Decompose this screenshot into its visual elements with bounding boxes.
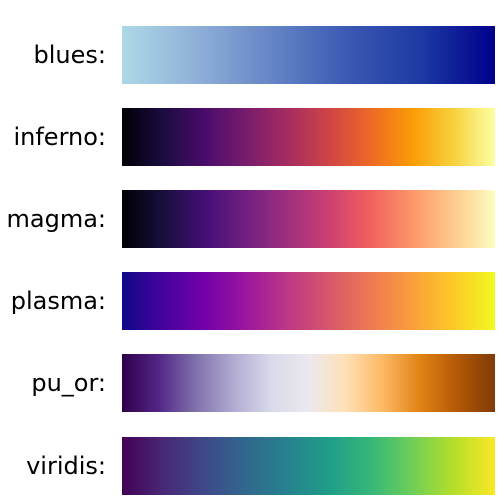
colormap-label: plasma: <box>10 287 106 315</box>
colormap-gradient-bar <box>122 272 495 330</box>
colormap-row-pu-or: pu_or: <box>0 354 500 412</box>
colormap-label: pu_or: <box>31 369 106 397</box>
colormap-row-inferno: inferno: <box>0 108 500 166</box>
colormap-label: viridis: <box>26 452 106 480</box>
colormap-label: inferno: <box>13 123 106 151</box>
colormap-gradient-bar <box>122 354 495 412</box>
colormap-row-viridis: viridis: <box>0 437 500 495</box>
colormap-gradient-bar <box>122 190 495 248</box>
colormap-row-blues: blues: <box>0 26 500 84</box>
colormap-label: blues: <box>33 41 106 69</box>
colormap-label: magma: <box>6 205 107 233</box>
colormap-row-magma: magma: <box>0 190 500 248</box>
colormap-gradient-bar <box>122 26 495 84</box>
colormap-row-plasma: plasma: <box>0 272 500 330</box>
colormap-gradient-bar <box>122 108 495 166</box>
colormap-gradient-bar <box>122 437 495 495</box>
